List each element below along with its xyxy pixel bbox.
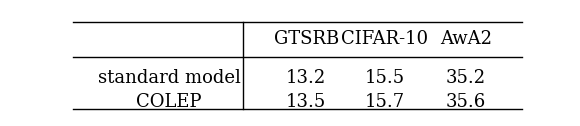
- Text: 35.6: 35.6: [445, 93, 486, 111]
- Text: CIFAR-10: CIFAR-10: [342, 30, 429, 48]
- Text: GTSRB: GTSRB: [274, 30, 339, 48]
- Text: 35.2: 35.2: [446, 69, 486, 87]
- Text: 13.2: 13.2: [286, 69, 327, 87]
- Text: COLEP: COLEP: [136, 93, 202, 111]
- Text: 13.5: 13.5: [286, 93, 327, 111]
- Text: AwA2: AwA2: [440, 30, 492, 48]
- Text: 15.7: 15.7: [365, 93, 405, 111]
- Text: 15.5: 15.5: [365, 69, 405, 87]
- Text: standard model: standard model: [97, 69, 241, 87]
